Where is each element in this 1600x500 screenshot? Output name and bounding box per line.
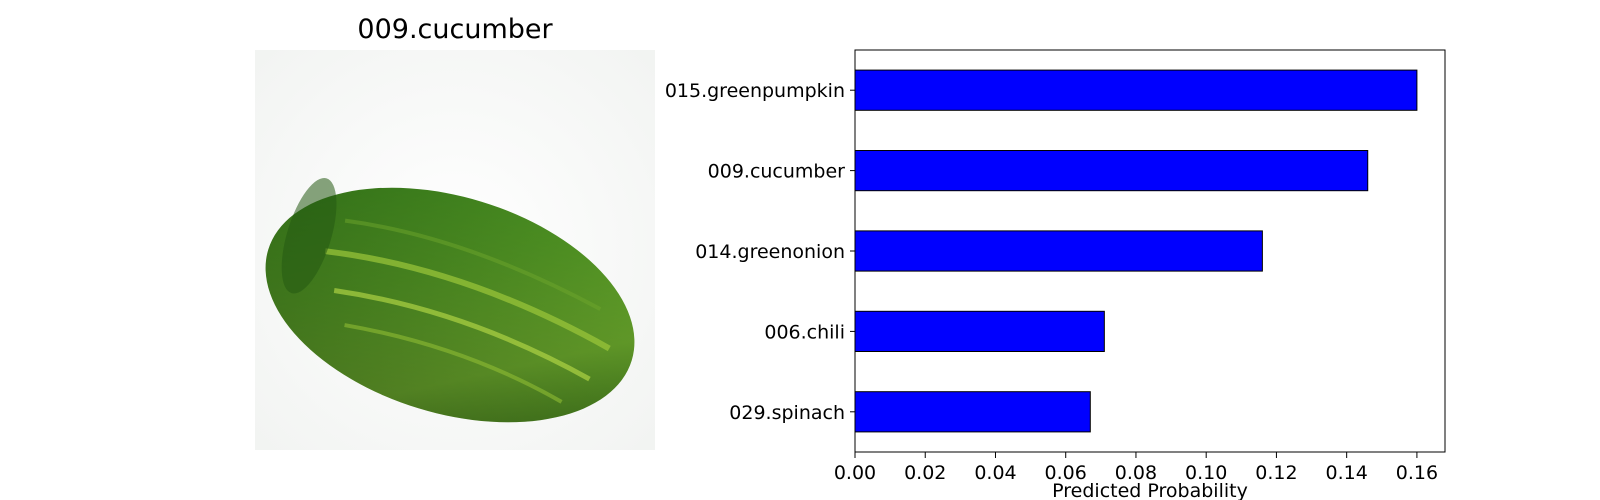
cucumber-photo [255, 50, 655, 450]
x-tick-label: 0.16 [1396, 462, 1438, 484]
bar [854, 310, 1105, 352]
x-tick-label: 0.12 [1255, 462, 1297, 484]
x-tick-label: 0.14 [1326, 462, 1368, 484]
x-axis-label: Predicted Probability [1052, 480, 1248, 500]
category-label: 014.greenonion [695, 241, 845, 263]
image-title: 009.cucumber [357, 14, 553, 45]
bar [854, 230, 1263, 272]
bar [854, 391, 1091, 433]
x-tick-label: 0.04 [974, 462, 1016, 484]
plot-frame [854, 49, 1446, 453]
category-label: 006.chili [764, 321, 845, 343]
cucumber-icon [255, 50, 655, 450]
x-tick-label: 0.10 [1185, 462, 1227, 484]
bar [854, 69, 1418, 111]
x-tick-label: 0.00 [834, 462, 876, 484]
category-label: 029.spinach [729, 402, 845, 424]
x-tick-label: 0.06 [1045, 462, 1087, 484]
x-tick-label: 0.08 [1115, 462, 1157, 484]
bar [854, 150, 1369, 192]
x-tick-label: 0.02 [904, 462, 946, 484]
category-label: 009.cucumber [708, 161, 846, 183]
category-label: 015.greenpumpkin [665, 80, 845, 102]
